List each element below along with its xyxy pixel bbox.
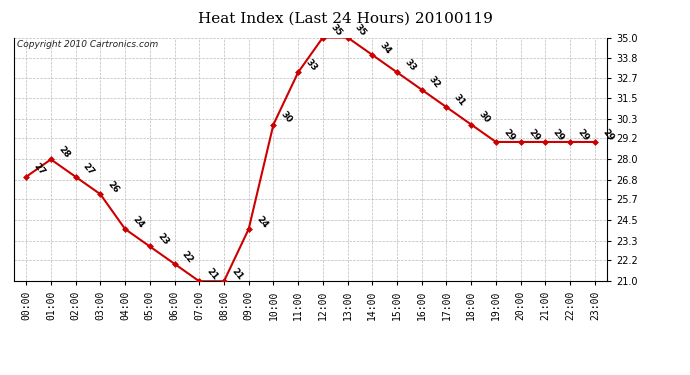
Text: 29: 29	[526, 127, 541, 142]
Text: 28: 28	[57, 145, 71, 160]
Text: 34: 34	[378, 40, 393, 56]
Text: Heat Index (Last 24 Hours) 20100119: Heat Index (Last 24 Hours) 20100119	[197, 11, 493, 25]
Text: 30: 30	[477, 110, 491, 125]
Text: 31: 31	[452, 92, 467, 108]
Text: 21: 21	[230, 267, 244, 282]
Text: 33: 33	[402, 58, 417, 73]
Text: 29: 29	[575, 127, 591, 142]
Text: 29: 29	[502, 127, 517, 142]
Text: 24: 24	[130, 214, 146, 230]
Text: 27: 27	[32, 162, 47, 177]
Text: 26: 26	[106, 180, 121, 195]
Text: 29: 29	[551, 127, 566, 142]
Text: 23: 23	[155, 232, 170, 247]
Text: 35: 35	[353, 23, 368, 38]
Text: 33: 33	[304, 58, 319, 73]
Text: 24: 24	[254, 214, 269, 230]
Text: Copyright 2010 Cartronics.com: Copyright 2010 Cartronics.com	[17, 40, 158, 49]
Text: 30: 30	[279, 110, 294, 125]
Text: 27: 27	[81, 162, 96, 177]
Text: 22: 22	[180, 249, 195, 264]
Text: 29: 29	[600, 127, 615, 142]
Text: 35: 35	[328, 23, 344, 38]
Text: 32: 32	[427, 75, 442, 90]
Text: 21: 21	[205, 267, 219, 282]
